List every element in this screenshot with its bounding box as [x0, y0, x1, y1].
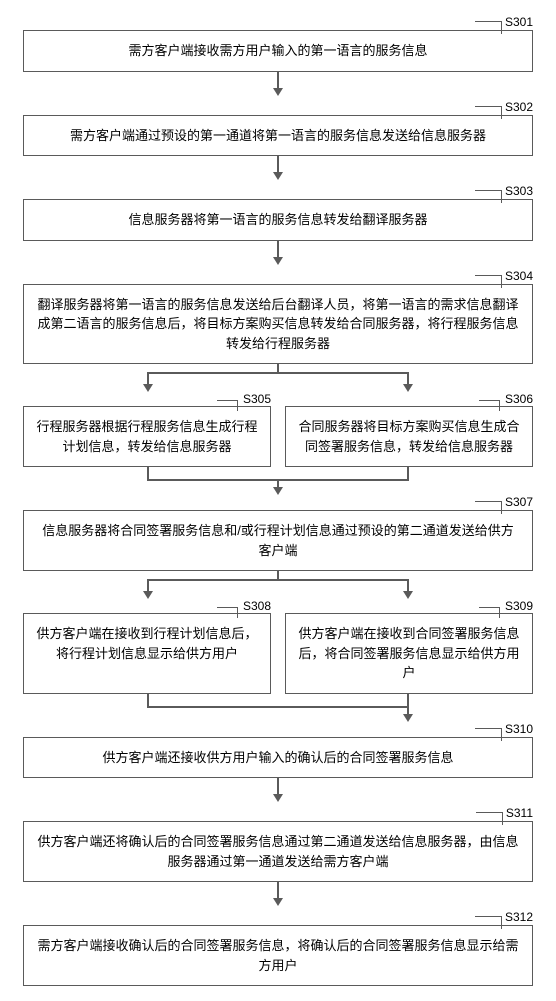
step-label-s303: S303 — [23, 184, 533, 198]
pair-row-s308-s309: 供方客户端在接收到行程计划信息后，将行程计划信息显示给供方用户 供方客户端在接收… — [23, 613, 533, 694]
step-id: S306 — [505, 392, 533, 406]
pair-labels-s308-s309: S308 S309 — [23, 599, 533, 613]
step-id: S309 — [505, 599, 533, 613]
step-label-s307: S307 — [23, 495, 533, 509]
pair-labels-s305-s306: S305 S306 — [23, 392, 533, 406]
arrow-down — [23, 156, 533, 184]
step-id: S311 — [506, 806, 533, 820]
step-label-s311: S311 — [23, 806, 533, 820]
step-id: S312 — [505, 910, 533, 924]
arrow-down — [23, 882, 533, 910]
arrow-down — [23, 72, 533, 100]
step-id: S310 — [505, 722, 533, 736]
step-id: S307 — [505, 495, 533, 509]
split-arrows-s304 — [23, 364, 533, 392]
step-box-s301: 需方客户端接收需方用户输入的第一语言的服务信息 — [23, 30, 533, 72]
pair-row-s305-s306: 行程服务器根据行程服务信息生成行程计划信息，转发给信息服务器 合同服务器将目标方… — [23, 406, 533, 467]
step-box-s302: 需方客户端通过预设的第一通道将第一语言的服务信息发送给信息服务器 — [23, 115, 533, 157]
step-box-s308: 供方客户端在接收到行程计划信息后，将行程计划信息显示给供方用户 — [23, 613, 271, 694]
step-label-s312: S312 — [23, 910, 533, 924]
step-box-s306: 合同服务器将目标方案购买信息生成合同签署服务信息，转发给信息服务器 — [285, 406, 533, 467]
step-id: S304 — [505, 269, 533, 283]
step-box-s310: 供方客户端还接收供方用户输入的确认后的合同签署服务信息 — [23, 737, 533, 779]
step-label-s301: S301 — [23, 15, 533, 29]
step-label-s310: S310 — [23, 722, 533, 736]
step-label-s304: S304 — [23, 269, 533, 283]
step-box-s305: 行程服务器根据行程服务信息生成行程计划信息，转发给信息服务器 — [23, 406, 271, 467]
step-id: S305 — [243, 392, 271, 406]
step-box-s303: 信息服务器将第一语言的服务信息转发给翻译服务器 — [23, 199, 533, 241]
merge-arrows-s307 — [23, 467, 533, 495]
arrow-down — [23, 241, 533, 269]
step-box-s309: 供方客户端在接收到合同签署服务信息后，将合同签署服务信息显示给供方用户 — [285, 613, 533, 694]
step-id: S303 — [505, 184, 533, 198]
step-id: S302 — [505, 100, 533, 114]
step-box-s307: 信息服务器将合同签署服务信息和/或行程计划信息通过预设的第二通道发送给供方客户端 — [23, 510, 533, 571]
step-label-s302: S302 — [23, 100, 533, 114]
step-box-s311: 供方客户端还将确认后的合同签署服务信息通过第二通道发送给信息服务器，由信息服务器… — [23, 821, 533, 882]
flowchart: S301 需方客户端接收需方用户输入的第一语言的服务信息 S302 需方客户端通… — [15, 15, 541, 986]
step-box-s304: 翻译服务器将第一语言的服务信息发送给后台翻译人员，将第一语言的需求信息翻译成第二… — [23, 284, 533, 365]
step-id: S308 — [243, 599, 271, 613]
step-box-s312: 需方客户端接收确认后的合同签署服务信息，将确认后的合同签署服务信息显示给需方用户 — [23, 925, 533, 986]
merge-s308-s309-to-s310 — [23, 694, 533, 722]
arrow-down — [23, 778, 533, 806]
split-arrows-s307 — [23, 571, 533, 599]
step-id: S301 — [505, 15, 533, 29]
